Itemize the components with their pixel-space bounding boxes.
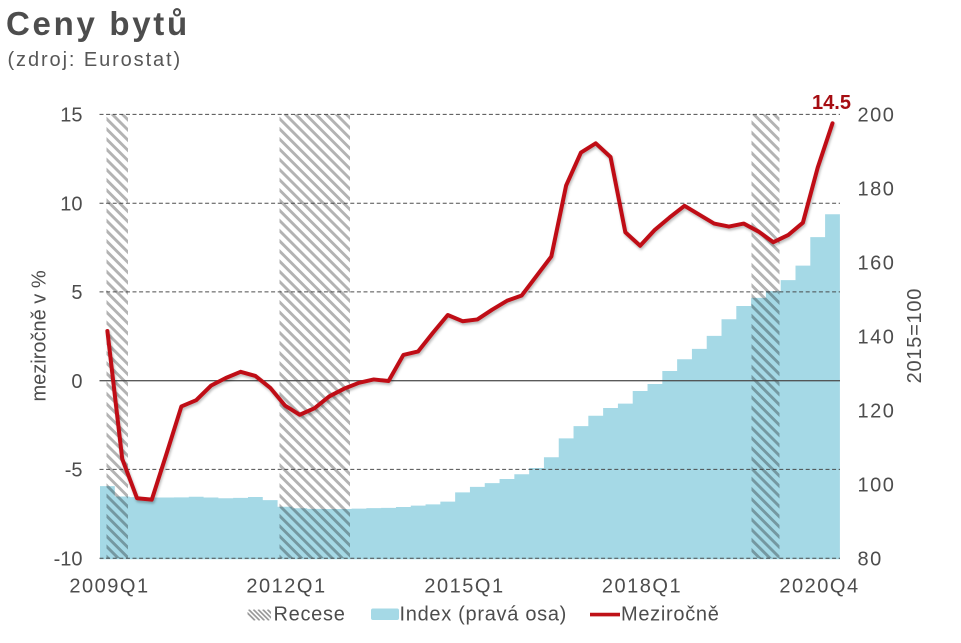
svg-text:meziročně v %: meziročně v % [29, 270, 51, 401]
svg-text:Meziročně: Meziročně [621, 604, 720, 626]
svg-text:180: 180 [858, 179, 896, 201]
svg-text:2018Q1: 2018Q1 [602, 576, 682, 598]
svg-text:Recese: Recese [274, 604, 346, 626]
svg-text:-10: -10 [54, 548, 83, 570]
svg-text:100: 100 [858, 474, 896, 496]
svg-text:Index (pravá osa): Index (pravá osa) [400, 604, 568, 626]
svg-text:Ceny bytů: Ceny bytů [6, 5, 190, 42]
svg-text:5: 5 [71, 282, 82, 304]
svg-text:15: 15 [60, 105, 82, 127]
svg-text:0: 0 [71, 371, 82, 393]
svg-text:14.5: 14.5 [812, 92, 851, 114]
svg-text:120: 120 [858, 401, 896, 423]
svg-text:(zdroj: Eurostat): (zdroj: Eurostat) [8, 49, 183, 71]
svg-text:80: 80 [858, 548, 883, 570]
svg-text:160: 160 [858, 253, 896, 275]
svg-text:200: 200 [858, 105, 896, 127]
svg-text:-5: -5 [65, 460, 83, 482]
svg-text:2015=100: 2015=100 [904, 288, 926, 384]
svg-text:10: 10 [60, 193, 82, 215]
svg-text:2020Q4: 2020Q4 [779, 576, 859, 598]
svg-text:2015Q1: 2015Q1 [424, 576, 504, 598]
svg-text:2012Q1: 2012Q1 [246, 576, 326, 598]
svg-text:140: 140 [858, 327, 896, 349]
svg-text:2009Q1: 2009Q1 [69, 576, 149, 598]
